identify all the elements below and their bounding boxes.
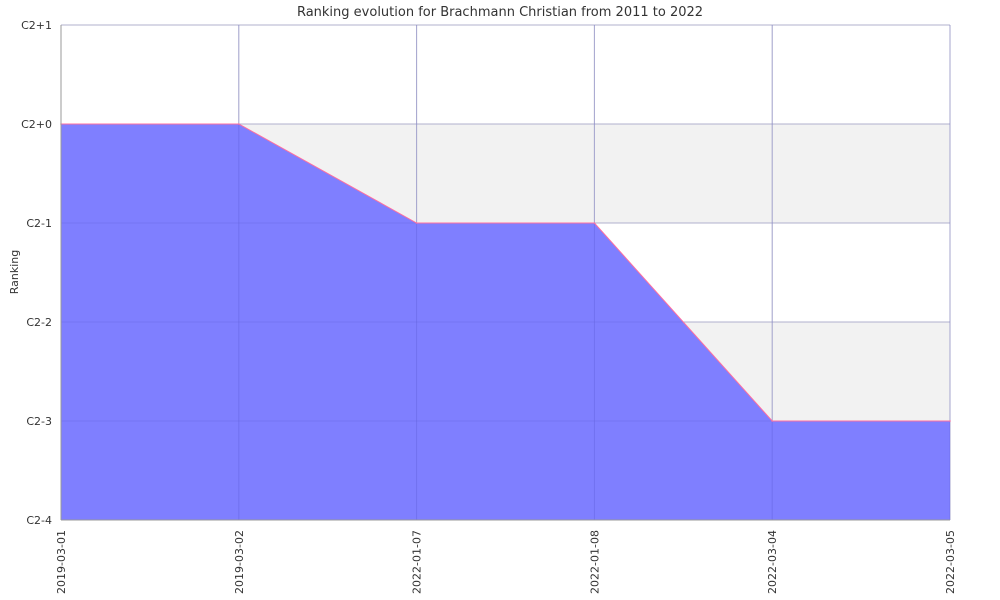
x-tick-label: 2022-03-05 xyxy=(944,530,957,594)
data-point xyxy=(949,420,951,422)
data-point xyxy=(771,420,773,422)
y-tick-label: C2-3 xyxy=(26,415,52,428)
x-tick-label: 2022-01-08 xyxy=(588,530,601,594)
data-point xyxy=(593,222,596,224)
y-tick-label: C2-1 xyxy=(26,217,52,230)
plot-frame xyxy=(60,25,950,521)
data-point xyxy=(415,222,418,224)
x-tick-label: 2019-03-02 xyxy=(233,530,246,594)
x-tick-label: 2022-01-07 xyxy=(411,530,424,594)
y-tick-label: C2-4 xyxy=(26,514,52,527)
x-axis-ticks: 2019-03-01 2019-03-02 2022-01-07 2022-01-08… xyxy=(55,530,957,594)
series-line xyxy=(61,123,950,422)
series-area-fill xyxy=(61,124,950,520)
x-tick-label: 2022-03-04 xyxy=(766,530,779,594)
x-tick-label: 2019-03-01 xyxy=(55,530,68,594)
y-tick-label: C2+0 xyxy=(21,118,52,131)
y-tick-label: C2+1 xyxy=(21,19,52,32)
y-axis-ticks: C2-4 C2-3 C2-2 C2-1 C2+0 C2+1 xyxy=(21,19,52,527)
plot-band xyxy=(61,25,950,124)
y-tick-label: C2-2 xyxy=(26,316,52,329)
data-point xyxy=(238,123,240,125)
chart-title: Ranking evolution for Brachmann Christia… xyxy=(297,5,703,20)
y-axis-label: Ranking xyxy=(8,250,21,295)
